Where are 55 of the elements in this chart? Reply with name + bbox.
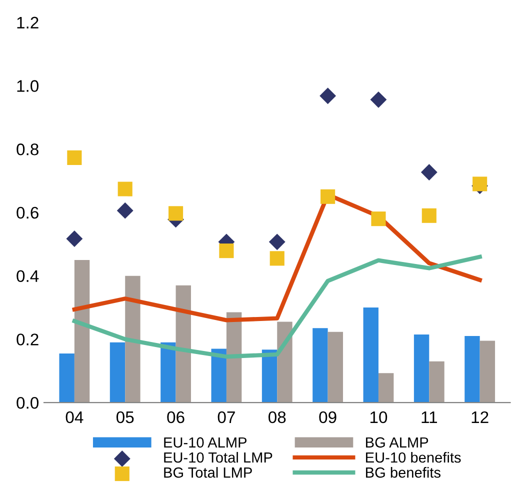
legend-label: EU-10 ALMP bbox=[164, 437, 247, 448]
y-tick-label: 0.0 bbox=[16, 396, 39, 409]
x-tick-label: 12 bbox=[472, 411, 488, 423]
line-series bbox=[72, 254, 482, 359]
bar bbox=[160, 342, 176, 403]
point bbox=[168, 206, 184, 221]
point bbox=[320, 88, 336, 104]
legend-label: EU-10 benefits bbox=[366, 452, 461, 463]
y-tick-label: 0.8 bbox=[16, 144, 38, 156]
point bbox=[370, 91, 387, 108]
y-tick-label: 0.2 bbox=[16, 334, 38, 346]
point bbox=[66, 230, 83, 247]
bar bbox=[480, 340, 496, 403]
y-tick-label: 1.2 bbox=[17, 16, 38, 28]
point bbox=[118, 182, 132, 196]
bar bbox=[110, 342, 126, 403]
bar bbox=[328, 332, 344, 403]
y-tick-label: 0.6 bbox=[16, 206, 38, 219]
bar bbox=[125, 276, 140, 403]
point bbox=[371, 212, 386, 226]
point bbox=[67, 150, 82, 165]
bar bbox=[312, 328, 328, 403]
x-tick-label: 10 bbox=[370, 411, 388, 424]
bar bbox=[464, 336, 480, 403]
point bbox=[270, 251, 284, 266]
point bbox=[422, 208, 436, 223]
point bbox=[320, 189, 336, 204]
bar bbox=[176, 285, 191, 403]
point bbox=[219, 244, 234, 258]
point bbox=[116, 202, 134, 219]
x-tick-label: 08 bbox=[268, 411, 286, 424]
legend-label: EU-10 Total LMP bbox=[164, 452, 272, 463]
bar bbox=[74, 260, 90, 403]
bar bbox=[59, 353, 74, 403]
bar bbox=[378, 373, 394, 403]
y-tick-label: 0.4 bbox=[16, 270, 39, 282]
x-tick-label: 07 bbox=[218, 411, 235, 424]
y-tick-label: 1.0 bbox=[17, 80, 39, 92]
bar bbox=[262, 350, 278, 403]
x-tick-label: 11 bbox=[422, 412, 437, 423]
bar bbox=[414, 334, 430, 403]
point bbox=[472, 176, 488, 192]
x-tick-label: 09 bbox=[319, 411, 336, 424]
x-tick-label: 05 bbox=[116, 411, 134, 424]
bar bbox=[277, 322, 292, 403]
legend-label: BG ALMP bbox=[366, 437, 428, 448]
point bbox=[420, 164, 438, 180]
bar bbox=[363, 308, 378, 403]
legend-label: BG Total LMP bbox=[164, 467, 252, 478]
x-tick-label: 06 bbox=[167, 411, 184, 424]
x-tick-label: 04 bbox=[66, 411, 84, 424]
bar bbox=[211, 348, 226, 403]
bar bbox=[429, 361, 444, 403]
point bbox=[268, 234, 286, 250]
legend-label: BG benefits bbox=[366, 467, 440, 478]
